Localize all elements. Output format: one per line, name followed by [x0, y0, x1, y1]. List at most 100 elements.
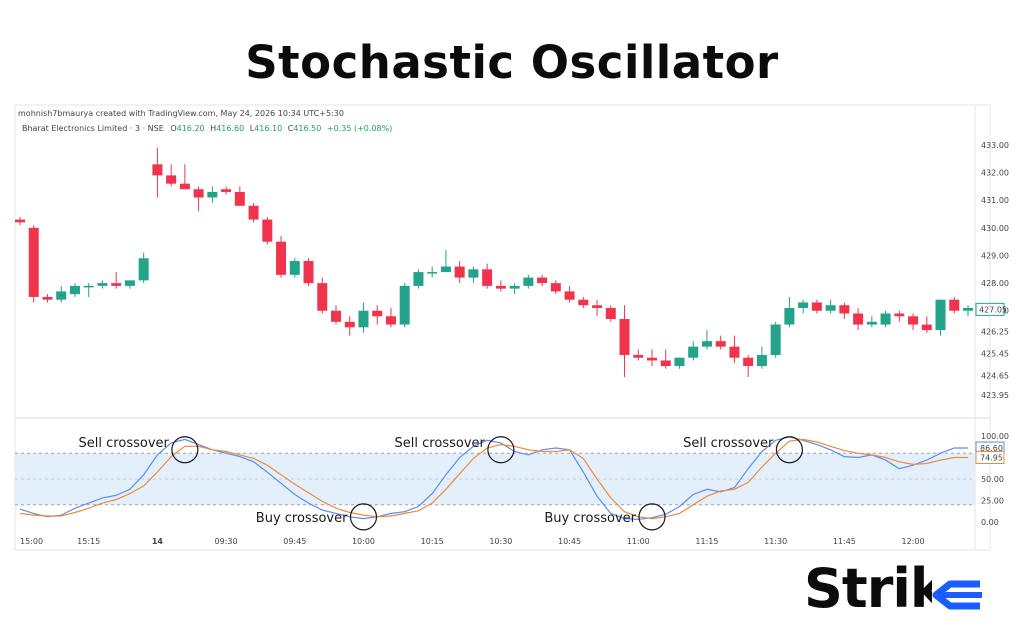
open-value: 416.20: [177, 124, 205, 133]
price-tick-label: 428.00: [981, 279, 1009, 288]
candle-body: [564, 291, 575, 300]
candle-body: [289, 261, 300, 275]
crossover-circle: [171, 436, 199, 464]
chart-frame: [14, 104, 991, 551]
candle-body: [427, 272, 438, 274]
candle-body: [908, 316, 919, 325]
change-value: +0.35 (+0.08%): [327, 124, 392, 133]
candle-body: [633, 354, 644, 358]
candle-body: [372, 310, 383, 317]
candle-body: [138, 258, 149, 281]
price-tick-label: 425.45: [981, 350, 1009, 359]
crossover-label: Sell crossover: [683, 436, 774, 451]
oscillator-tick-label: 100.00: [981, 432, 1009, 441]
time-tick-label: 15:15: [77, 537, 100, 546]
d-line: [19, 438, 968, 520]
price-pane: 433.00 432.00 431.00 430.00 429.00 428.00 427.…: [15, 141, 1009, 400]
oscillator-pane: 100.0075.0050.0025.000.0086.6074.95Sell …: [15, 432, 1009, 531]
candle-body: [894, 313, 905, 317]
crossover-label: Sell crossover: [79, 436, 170, 451]
strike-logo: Strike: [804, 556, 990, 622]
low-label: L: [250, 124, 255, 133]
time-tick-label: 11:00: [627, 537, 650, 546]
oscillator-tick-label: 25.00: [981, 497, 1004, 506]
last-d-label: 74.95: [980, 454, 1003, 463]
high-label: H: [210, 124, 216, 133]
candle-body: [124, 280, 135, 286]
candle-body: [578, 299, 589, 306]
candle-body: [921, 324, 932, 331]
candle-body: [605, 307, 616, 320]
candle-body: [509, 285, 520, 289]
candle-body: [331, 310, 341, 322]
candle-body: [193, 189, 204, 198]
candle-body: [344, 321, 355, 328]
time-tick-label: 10:45: [558, 537, 581, 546]
candle-body: [276, 241, 287, 275]
candle-body: [42, 296, 53, 300]
candle-body: [963, 307, 973, 311]
k-line: [19, 436, 968, 521]
candle-body: [825, 305, 836, 311]
oscillator-tick-label: 50.00: [981, 475, 1004, 484]
last-k-label: 86.60: [980, 444, 1003, 453]
crossover-circle: [487, 436, 515, 464]
price-tick-label: 423.95: [981, 391, 1009, 400]
candle-body: [303, 261, 314, 284]
time-tick-label: 09:45: [283, 537, 306, 546]
credit-text: mohnish7bmaurya created with TradingView…: [18, 109, 344, 118]
crossover-circle: [775, 436, 803, 464]
candle-body: [770, 324, 781, 355]
candle-body: [69, 285, 80, 295]
candle-body: [317, 283, 328, 311]
candle-body: [839, 305, 850, 314]
candle-body: [262, 219, 273, 242]
candle-body: [482, 269, 493, 286]
logo-arrow-shape: [932, 580, 980, 610]
candle-body: [798, 302, 809, 308]
candle-body: [537, 277, 548, 284]
candle-body: [248, 205, 259, 220]
candle-body: [28, 227, 39, 297]
candle-body: [619, 319, 630, 355]
candle-body: [413, 272, 424, 286]
candle-body: [756, 354, 767, 366]
oscillator-tick-label: 0.00: [981, 518, 999, 527]
candle-body: [495, 285, 506, 289]
candle-body: [935, 299, 946, 331]
candle-body: [784, 307, 795, 325]
candle-body: [688, 346, 699, 358]
candle-body: [811, 302, 822, 311]
candle-body: [647, 357, 657, 361]
price-tick-label: 432.00: [981, 169, 1009, 178]
candle-body: [743, 357, 754, 366]
time-tick-label: 12:00: [902, 537, 925, 546]
candle-body: [207, 191, 218, 198]
symbol-ohlc: Bharat Electronics Limited · 3 · NSE O41…: [22, 124, 392, 133]
crossover-circle: [638, 503, 666, 531]
close-label: C: [288, 124, 294, 133]
time-tick-label: 10:00: [352, 537, 375, 546]
candle-body: [853, 313, 864, 325]
symbol-name: Bharat Electronics Limited · 3 · NSE: [22, 124, 164, 133]
candle-body: [83, 285, 94, 288]
candle-body: [234, 191, 245, 206]
time-tick-label: 11:45: [833, 537, 856, 546]
time-tick-label: 15:00: [20, 537, 43, 546]
logo-arrow-icon: [932, 576, 982, 614]
price-tick-label: 431.00: [981, 196, 1009, 205]
candle-body: [111, 283, 122, 286]
price-tick-label: 433.00: [981, 141, 1009, 150]
page-title: Stochastic Oscillator: [245, 36, 779, 89]
candle-body: [97, 283, 108, 286]
candle-body: [166, 175, 177, 184]
time-axis: 15:00 15:15 14 09:30 09:45 10:00 10:15 10:30 10:…: [20, 537, 925, 546]
crossover-label: Sell crossover: [395, 436, 486, 451]
crossover-label: Buy crossover: [256, 511, 348, 526]
candle-body: [454, 266, 465, 278]
last-price-label: 427.05: [979, 305, 1007, 314]
candle-body: [523, 277, 534, 286]
price-tick-label: 426.25: [981, 327, 1009, 336]
candle-body: [729, 346, 740, 358]
